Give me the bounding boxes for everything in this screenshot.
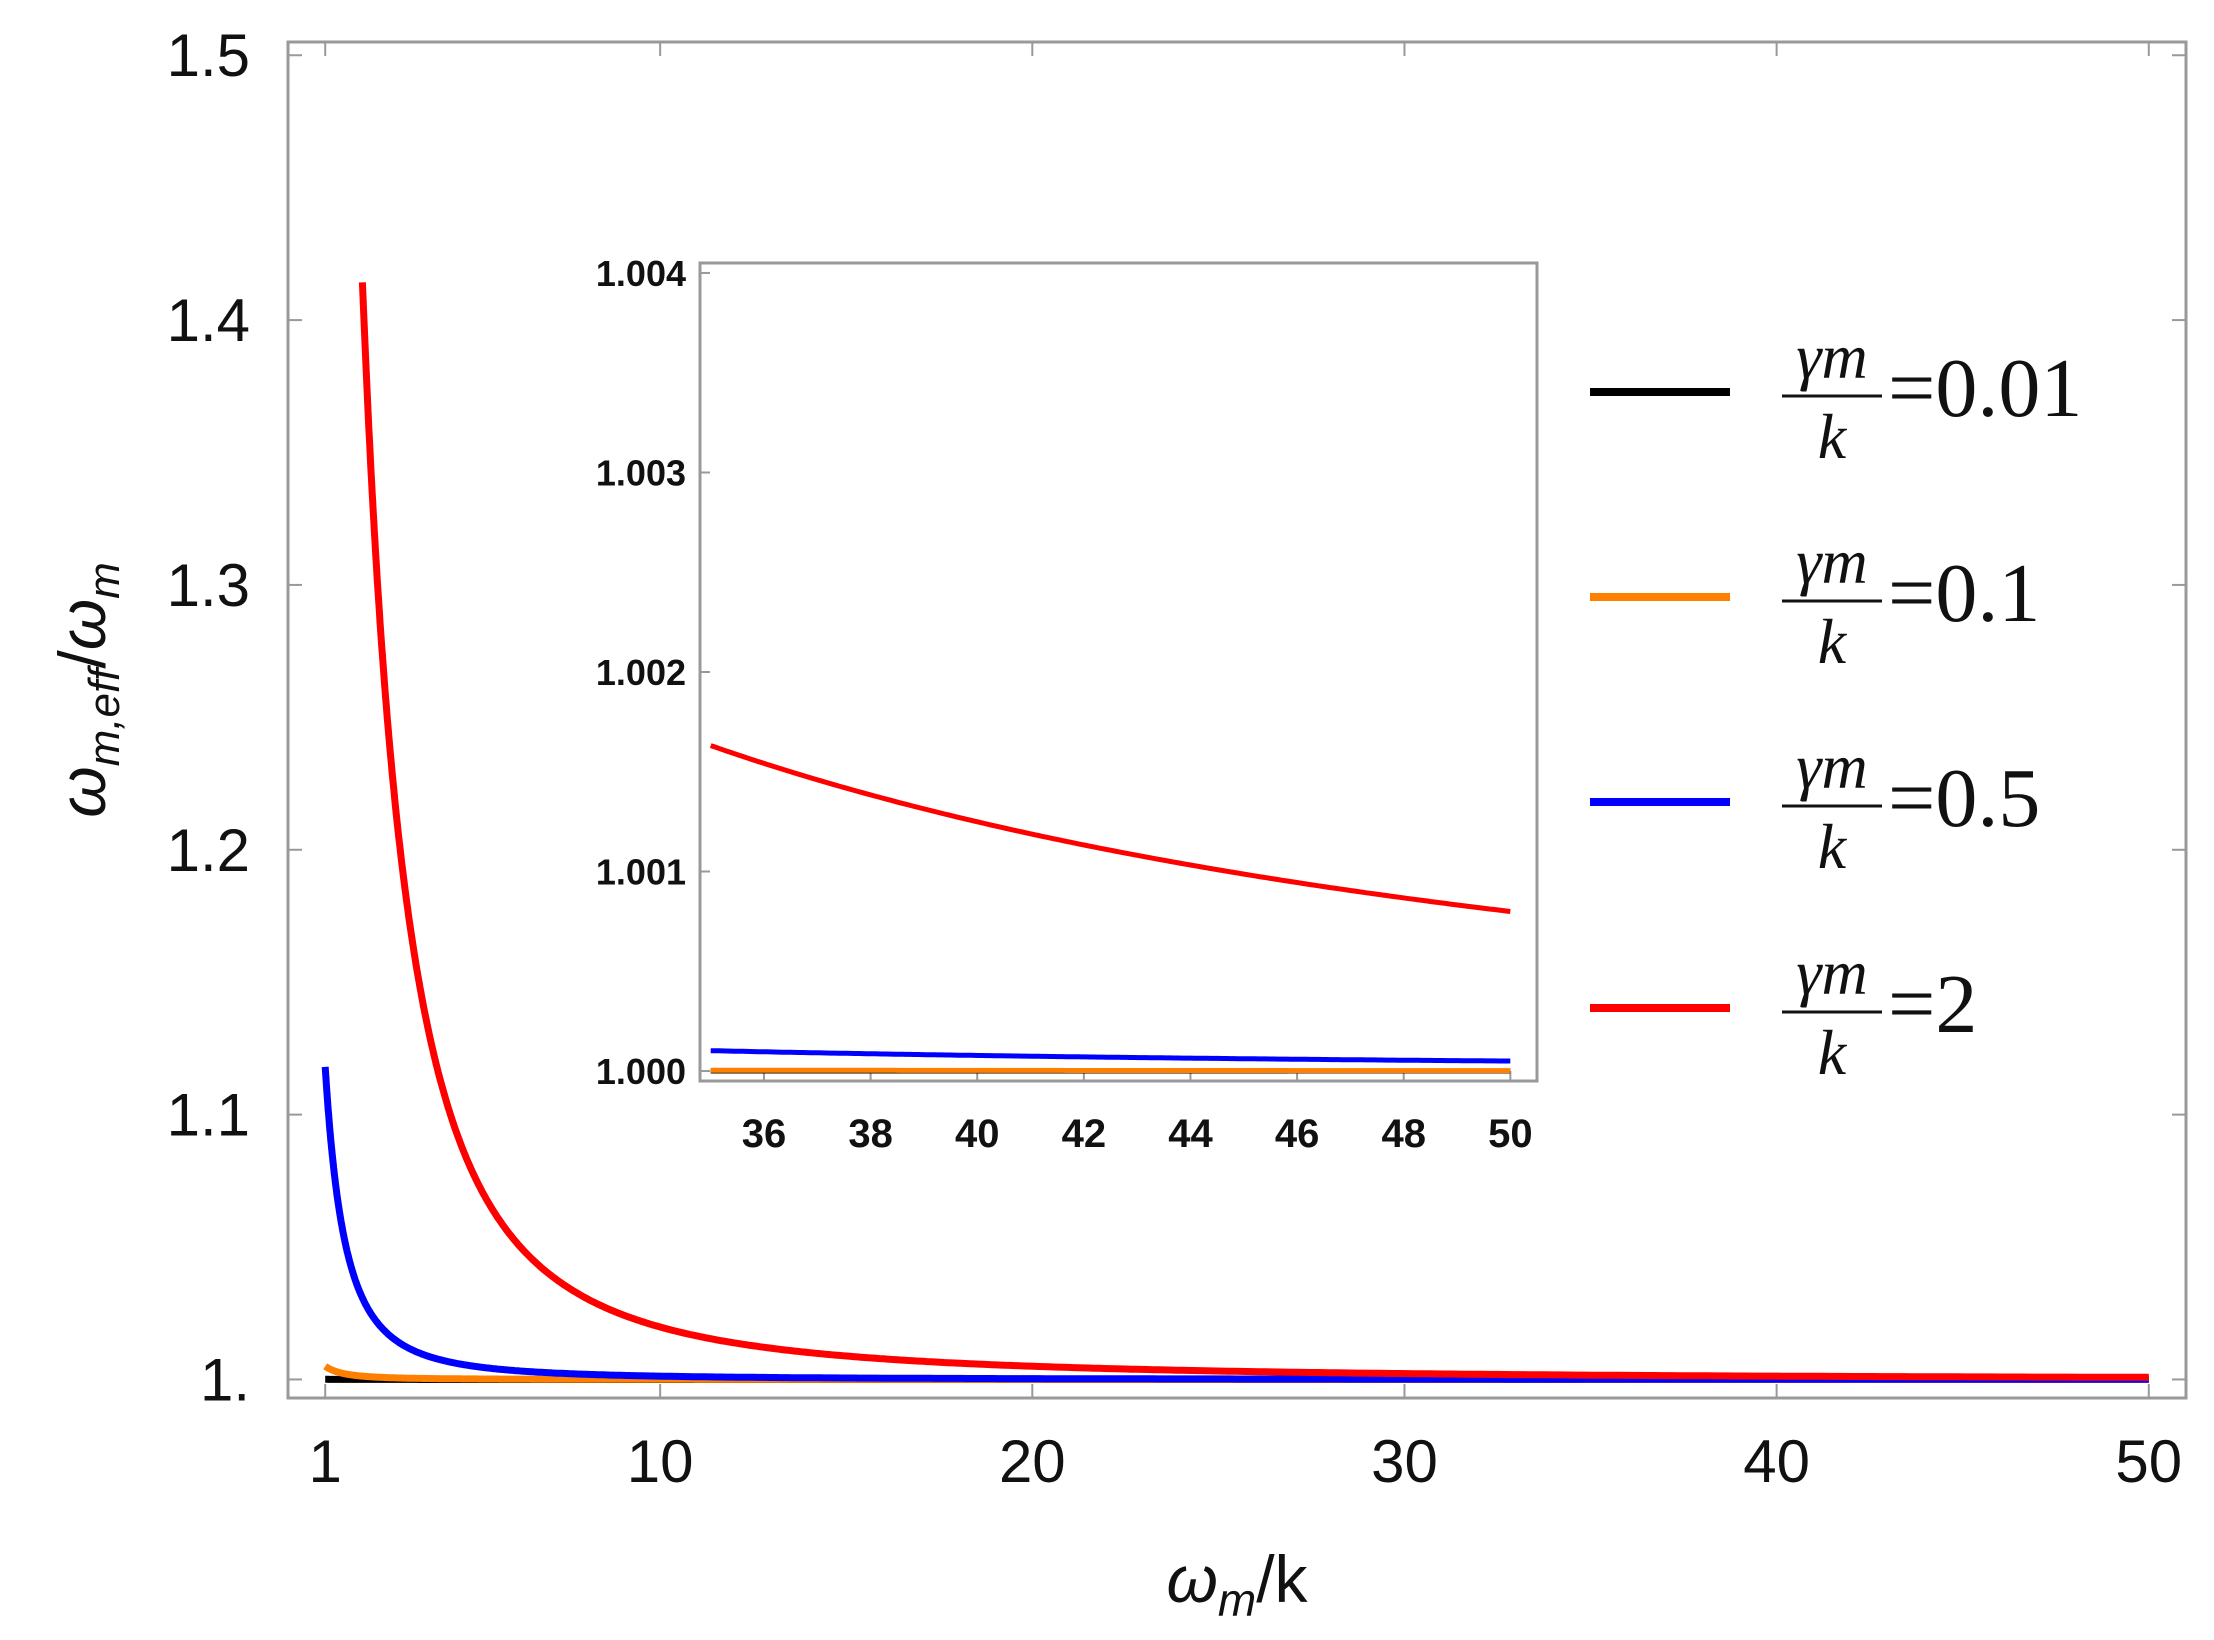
y-tick-label: 1.4 bbox=[167, 287, 250, 354]
legend-fraction-top: γm bbox=[1796, 937, 1867, 1008]
inset-y-tick-label: 1.002 bbox=[596, 652, 686, 693]
series-line-main bbox=[321, 1066, 2149, 1383]
series-line-inset bbox=[710, 1048, 1511, 1064]
legend-fraction-top: γm bbox=[1796, 526, 1867, 597]
inset-background bbox=[700, 263, 1537, 1081]
y-tick-label: 1.2 bbox=[167, 817, 250, 884]
y-axis-label-symbol: ω bbox=[45, 766, 119, 817]
inset-y-tick-label: 1.004 bbox=[596, 253, 686, 294]
inset-x-tick-label: 40 bbox=[955, 1112, 1000, 1156]
legend: γm k =0.01 γm k =0.1 γm k =0.5 γm k =2 bbox=[1590, 321, 2082, 1088]
x-axis-label-rest: /k bbox=[1256, 1542, 1308, 1616]
y-axis-label-symbol2: ω bbox=[45, 599, 119, 650]
series-line-main bbox=[358, 282, 2149, 1381]
inset-x-tick-label: 50 bbox=[1488, 1112, 1533, 1156]
x-tick-label: 10 bbox=[627, 1428, 694, 1495]
inset-x-tick-label: 38 bbox=[848, 1112, 893, 1156]
y-tick-label: 1. bbox=[200, 1346, 250, 1413]
legend-fraction-bottom: k bbox=[1818, 401, 1848, 472]
inset-y-tick-label: 1.003 bbox=[596, 452, 686, 493]
legend-value: =0.1 bbox=[1888, 547, 2040, 640]
inset-x-tick-label: 44 bbox=[1168, 1112, 1213, 1156]
x-tick-label: 20 bbox=[999, 1428, 1066, 1495]
x-axis-label-sub: m bbox=[1218, 1574, 1256, 1626]
legend-fraction-top: γm bbox=[1796, 731, 1867, 802]
legend-fraction-bottom: k bbox=[1818, 811, 1848, 882]
x-tick-label: 30 bbox=[1371, 1428, 1438, 1495]
y-axis-label-slash: / bbox=[45, 650, 119, 669]
legend-value: =0.01 bbox=[1888, 342, 2082, 435]
main-ticks: 1 10 20 30 40 50 1. 1.1 1.2 1.3 1.4 1.5 bbox=[167, 22, 2186, 1495]
x-tick-label: 40 bbox=[1743, 1428, 1810, 1495]
inset-ticks: 36 38 40 42 44 46 48 50 1.000 1.001 1.002 1.003 1.00… bbox=[596, 253, 1533, 1156]
y-axis-label: ωm,eff/ωm bbox=[45, 562, 129, 818]
inset-curves bbox=[709, 743, 1511, 1074]
series-line-inset bbox=[709, 743, 1511, 914]
legend-fraction-top: γm bbox=[1796, 321, 1867, 392]
main-curves bbox=[321, 282, 2149, 1383]
inset-y-tick-label: 1.000 bbox=[596, 1051, 686, 1092]
legend-value: =0.5 bbox=[1888, 752, 2040, 845]
main-plot-frame bbox=[286, 40, 2188, 1400]
y-axis-label-sub: m,eff bbox=[80, 664, 129, 767]
legend-value: =2 bbox=[1888, 958, 1977, 1051]
y-tick-label: 1.3 bbox=[167, 552, 250, 619]
y-axis-label-sub2: m bbox=[80, 562, 129, 599]
x-axis-label-symbol: ω bbox=[1166, 1542, 1217, 1616]
inset-y-tick-label: 1.001 bbox=[596, 852, 686, 893]
inset-x-tick-label: 46 bbox=[1275, 1112, 1320, 1156]
y-tick-label: 1.1 bbox=[167, 1082, 250, 1149]
inset-x-tick-label: 36 bbox=[742, 1112, 787, 1156]
inset-x-tick-label: 42 bbox=[1062, 1112, 1107, 1156]
x-tick-label: 1 bbox=[309, 1428, 342, 1495]
x-axis-label: ωm/k bbox=[1166, 1542, 1308, 1626]
x-tick-label: 50 bbox=[2115, 1428, 2182, 1495]
legend-fraction-bottom: k bbox=[1818, 606, 1848, 677]
inset-x-tick-label: 48 bbox=[1381, 1112, 1426, 1156]
legend-fraction-bottom: k bbox=[1818, 1017, 1848, 1088]
y-tick-label: 1.5 bbox=[167, 22, 250, 89]
